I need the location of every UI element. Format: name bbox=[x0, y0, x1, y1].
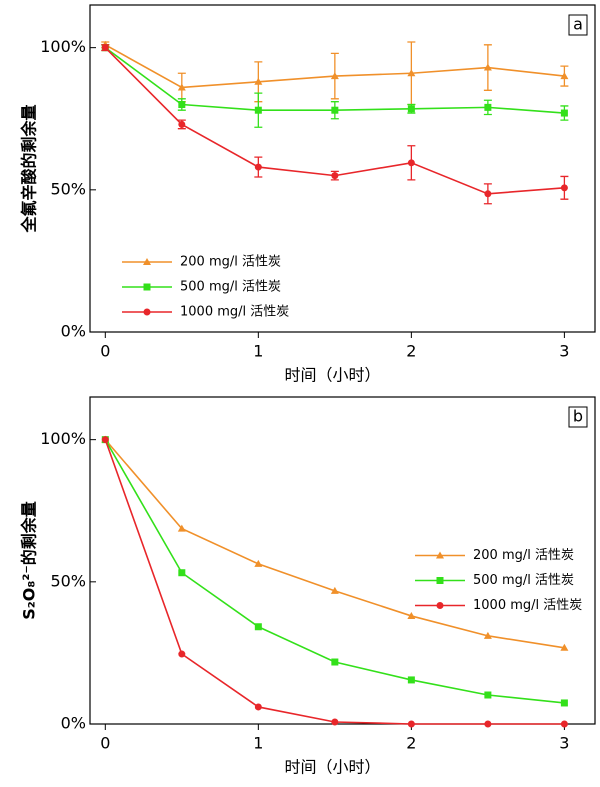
legend-label: 1000 mg/l 活性炭 bbox=[180, 305, 289, 320]
x-tick-label: 2 bbox=[406, 734, 416, 753]
plot-frame bbox=[89, 4, 596, 333]
x-tick-label: 1 bbox=[253, 342, 263, 361]
x-tick-label: 1 bbox=[253, 734, 263, 753]
legend-marker bbox=[436, 602, 444, 609]
marker bbox=[177, 524, 186, 532]
x-tick-label: 0 bbox=[100, 342, 110, 361]
x-tick-label: 0 bbox=[100, 734, 110, 753]
marker bbox=[254, 703, 262, 711]
legend-marker bbox=[436, 577, 444, 584]
y-axis-label: 全氟辛酸的剩余量 bbox=[20, 104, 39, 233]
marker bbox=[178, 650, 186, 658]
marker bbox=[483, 631, 492, 639]
y-axis-label: S₂O₈²⁻的剩余量 bbox=[20, 501, 39, 620]
panel-label: a bbox=[573, 15, 583, 34]
x-axis-label: 时间（小时） bbox=[284, 758, 380, 777]
marker bbox=[177, 83, 186, 91]
legend-label: 200 mg/l 活性炭 bbox=[180, 255, 281, 270]
marker bbox=[331, 658, 339, 666]
y-tick-label: 100% bbox=[40, 37, 86, 56]
marker bbox=[178, 101, 186, 109]
series-line bbox=[104, 439, 565, 649]
marker bbox=[331, 172, 339, 180]
panel-label-box bbox=[568, 14, 588, 36]
marker bbox=[330, 72, 339, 80]
marker bbox=[560, 720, 568, 728]
marker bbox=[484, 691, 492, 699]
marker bbox=[484, 190, 492, 198]
y-tick-label: 0% bbox=[61, 714, 86, 733]
marker bbox=[407, 105, 415, 113]
marker bbox=[254, 106, 262, 114]
marker bbox=[407, 69, 416, 77]
marker bbox=[560, 699, 568, 707]
marker bbox=[407, 720, 415, 728]
y-tick-label: 0% bbox=[61, 322, 86, 341]
marker bbox=[407, 159, 415, 167]
marker bbox=[331, 718, 339, 726]
marker bbox=[254, 559, 263, 567]
x-axis-label: 时间（小时） bbox=[284, 366, 380, 385]
marker bbox=[254, 77, 263, 85]
panel-label: b bbox=[573, 407, 583, 426]
marker bbox=[560, 109, 568, 117]
marker bbox=[331, 106, 339, 114]
marker bbox=[560, 643, 569, 651]
plot-frame bbox=[89, 396, 596, 725]
marker bbox=[483, 63, 492, 71]
marker bbox=[330, 586, 339, 594]
marker bbox=[407, 676, 415, 684]
marker bbox=[254, 623, 262, 631]
legend-label: 500 mg/l 活性炭 bbox=[180, 280, 281, 295]
marker bbox=[560, 72, 569, 80]
y-tick-label: 100% bbox=[40, 429, 86, 448]
x-tick-label: 3 bbox=[559, 734, 569, 753]
legend-marker bbox=[143, 283, 151, 291]
marker bbox=[484, 103, 492, 111]
y-tick-label: 50% bbox=[50, 571, 86, 590]
marker bbox=[101, 44, 109, 52]
x-tick-label: 3 bbox=[559, 342, 569, 361]
marker bbox=[560, 184, 568, 192]
marker bbox=[484, 720, 492, 728]
legend-label: 1000 mg/l 活性炭 bbox=[473, 598, 582, 613]
legend-label: 200 mg/l 活性炭 bbox=[473, 548, 574, 563]
legend-marker bbox=[143, 258, 151, 265]
marker bbox=[407, 611, 416, 619]
marker bbox=[178, 120, 186, 128]
legend-marker bbox=[143, 308, 151, 316]
panel-label-box bbox=[568, 406, 588, 428]
legend-label: 500 mg/l 活性炭 bbox=[473, 573, 574, 588]
y-tick-label: 50% bbox=[50, 179, 86, 198]
marker bbox=[101, 436, 109, 444]
marker bbox=[178, 569, 186, 577]
legend-marker bbox=[436, 551, 444, 559]
marker bbox=[254, 163, 262, 171]
x-tick-label: 2 bbox=[406, 342, 416, 361]
